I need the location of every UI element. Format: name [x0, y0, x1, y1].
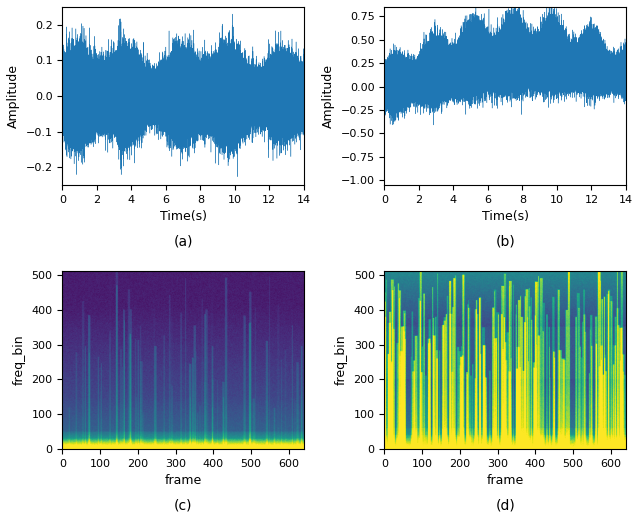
Y-axis label: freq_bin: freq_bin [13, 334, 26, 385]
Text: (d): (d) [495, 499, 515, 513]
X-axis label: frame: frame [486, 474, 524, 487]
Y-axis label: freq_bin: freq_bin [335, 334, 348, 385]
Y-axis label: Amplitude: Amplitude [322, 64, 335, 128]
Text: (c): (c) [174, 499, 193, 513]
Text: (b): (b) [495, 235, 515, 249]
Y-axis label: Amplitude: Amplitude [7, 64, 20, 128]
X-axis label: frame: frame [164, 474, 202, 487]
Text: (a): (a) [173, 235, 193, 249]
X-axis label: Time(s): Time(s) [482, 210, 529, 224]
X-axis label: Time(s): Time(s) [159, 210, 207, 224]
